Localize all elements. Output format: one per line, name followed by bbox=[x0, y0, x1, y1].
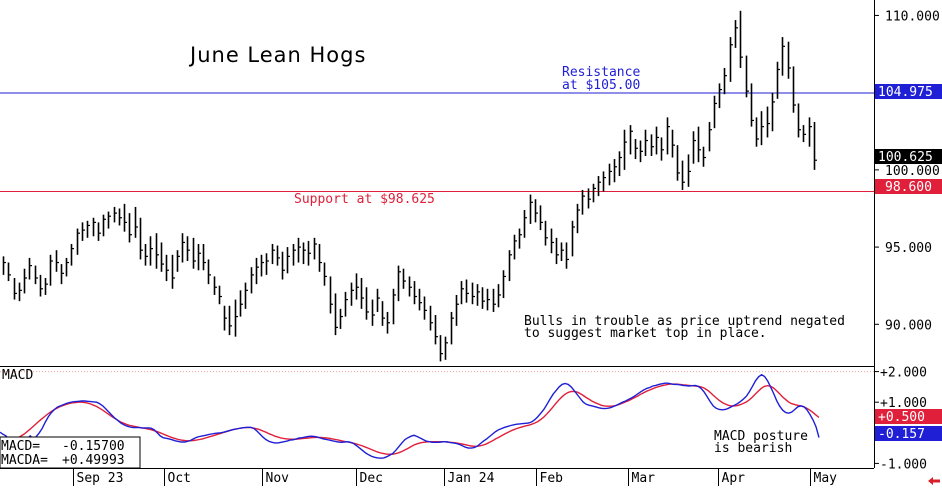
macd-readout-box bbox=[0, 436, 141, 469]
macd-readout-key: MACD= bbox=[1, 439, 40, 454]
month-label: Apr bbox=[722, 471, 746, 486]
macd-line bbox=[0, 373, 820, 459]
last-price-tag-bg bbox=[875, 149, 942, 164]
price-tick-label: 95.000 bbox=[885, 241, 932, 256]
price-tick-label: 90.000 bbox=[885, 318, 932, 333]
price-tick-label: 110.000 bbox=[885, 9, 940, 24]
macd-value-tag: -0.157 bbox=[878, 427, 925, 442]
price-tick-label: 100.000 bbox=[885, 164, 940, 179]
macd-tick-label: -1.000 bbox=[880, 457, 927, 472]
price-bars bbox=[2, 10, 817, 362]
support-text: Support at $98.625 bbox=[294, 192, 435, 207]
macd-axis-ticks: +2.000 +1.000 -1.000 bbox=[874, 366, 927, 472]
macda-value-tag-bg bbox=[875, 409, 942, 424]
macd-tick-label: +2.000 bbox=[880, 366, 927, 381]
macd-value-tag-bg bbox=[875, 426, 942, 441]
month-label: Oct bbox=[168, 471, 191, 486]
macda-value-tag: +0.500 bbox=[878, 410, 925, 425]
macd-panel-title: MACD bbox=[2, 368, 33, 383]
support-value-tag: 98.600 bbox=[885, 180, 932, 195]
macd-tick-label: +1.000 bbox=[880, 396, 927, 411]
macda-readout-key: MACDA= bbox=[1, 453, 48, 468]
macd-annotation-line1: MACD posture bbox=[714, 429, 808, 444]
month-label: Mar bbox=[632, 471, 656, 486]
back-arrow-icon[interactable] bbox=[928, 477, 940, 485]
resistance-text-line2: at $105.00 bbox=[562, 78, 640, 93]
support-tag-bg bbox=[875, 179, 942, 194]
last-price-tag: 100.625 bbox=[878, 150, 933, 165]
resistance-text-line1: Resistance bbox=[562, 65, 640, 80]
price-annotation-line1: Bulls in trouble as price uptrend negate… bbox=[524, 314, 845, 329]
price-axis-ticks: 90.000 95.000 100.000 110.000 bbox=[874, 9, 940, 333]
month-label: May bbox=[814, 471, 838, 486]
month-label: Sep 23 bbox=[77, 471, 124, 486]
month-label: Nov bbox=[266, 471, 290, 486]
month-axis: Sep 23 Oct Nov Dec Jan 24 Feb Mar Apr May bbox=[73, 468, 838, 486]
resistance-tag-bg bbox=[875, 84, 942, 99]
price-annotation-line2: to suggest market top in place. bbox=[524, 326, 767, 341]
month-label: Jan 24 bbox=[448, 471, 495, 486]
macd-readout-value: -0.15700 bbox=[62, 439, 125, 454]
month-label: Feb bbox=[540, 471, 564, 486]
chart-title: June Lean Hogs bbox=[188, 43, 366, 67]
macda-readout-value: +0.49993 bbox=[62, 453, 125, 468]
resistance-value-tag: 104.975 bbox=[878, 85, 933, 100]
macd-annotation-line2: is bearish bbox=[714, 441, 792, 456]
month-label: Dec bbox=[360, 471, 383, 486]
